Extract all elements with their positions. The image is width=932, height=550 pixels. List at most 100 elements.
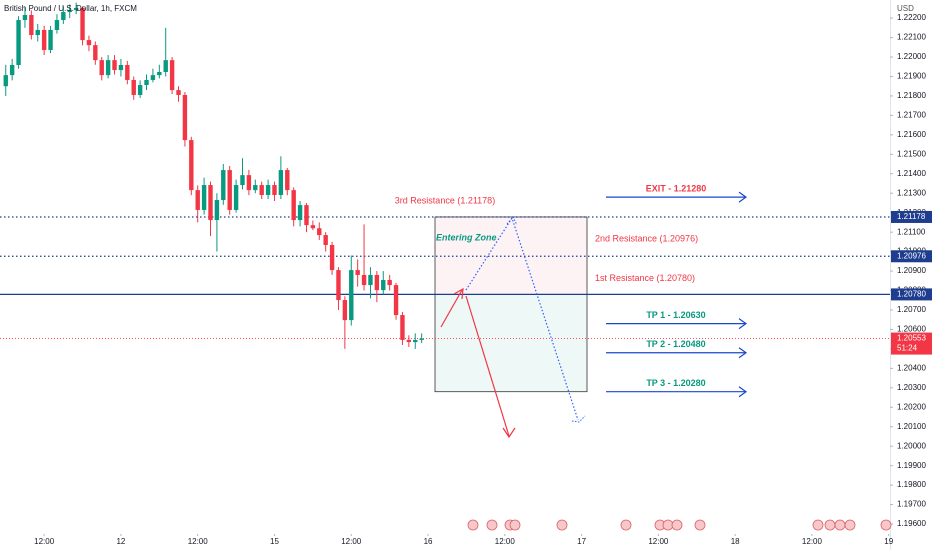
candle-body	[393, 285, 399, 316]
candle-body	[406, 339, 412, 343]
candle-body	[361, 274, 367, 286]
candle-body	[304, 205, 309, 226]
projection-arrow-head	[502, 427, 516, 439]
candle-body	[208, 185, 213, 221]
target-arrow-head	[738, 347, 748, 359]
projection-arrow	[440, 289, 463, 328]
candle-body	[41, 29, 47, 51]
candle-body	[400, 315, 405, 340]
candle-body	[349, 270, 354, 321]
candle-body	[29, 14, 34, 36]
candle-body	[227, 170, 232, 210]
candle-body	[259, 185, 264, 195]
candle-body	[67, 10, 72, 13]
candle-body	[176, 90, 181, 95]
level-price-box	[891, 288, 932, 301]
candle-body	[214, 200, 220, 221]
x-tick-label: 12:00	[648, 537, 669, 546]
projection-path-head	[571, 415, 586, 423]
target-arrow-head	[738, 318, 748, 330]
candle-body	[317, 228, 322, 236]
candle-body	[22, 14, 28, 21]
candle-body	[310, 225, 316, 229]
event-icon	[834, 519, 846, 531]
candle-body	[368, 274, 373, 286]
x-tick-label: 15	[270, 537, 279, 546]
candle-body	[16, 20, 21, 65]
y-tick-label: 1.20100	[897, 422, 926, 431]
y-tick-label: 1.22200	[897, 13, 926, 22]
event-icon	[880, 519, 892, 531]
candle-body	[131, 79, 136, 95]
candle-body	[265, 185, 271, 195]
candle-body	[221, 170, 226, 201]
candle-body	[125, 64, 130, 80]
y-tick-label: 1.21100	[897, 227, 926, 236]
y-tick-label: 1.20000	[897, 441, 926, 450]
candle-body	[182, 94, 188, 141]
event-icon	[509, 519, 521, 531]
x-tick-label: 12:00	[341, 537, 362, 546]
y-tick-label: 1.19900	[897, 461, 926, 470]
x-tick-label: 12:00	[188, 537, 209, 546]
target-label: EXIT - 1.21280	[646, 183, 707, 193]
y-tick-label: 1.20200	[897, 402, 926, 411]
event-icon	[662, 519, 674, 531]
candle-body	[93, 45, 98, 61]
projection-arrow	[465, 295, 510, 437]
candle-body	[285, 170, 290, 191]
candle-body	[323, 235, 328, 245]
event-icon	[671, 519, 683, 531]
zone-label: Entering Zone	[436, 232, 497, 242]
y-tick-label: 1.19700	[897, 500, 926, 509]
candle-body	[86, 40, 92, 46]
x-tick-label: 18	[731, 537, 740, 546]
target-label: TP 3 - 1.20280	[646, 378, 705, 388]
candle-body	[246, 175, 252, 191]
candle-body	[35, 29, 40, 36]
target-label: TP 1 - 1.20630	[646, 310, 705, 320]
level-price-label: 1.20780	[897, 290, 926, 299]
y-tick-label: 1.21800	[897, 91, 926, 100]
candle-body	[144, 79, 149, 86]
event-icon	[844, 519, 856, 531]
x-tick-label: 12:00	[802, 537, 823, 546]
countdown-label: 51:24	[897, 344, 918, 353]
resistance-label: 1st Resistance (1.20780)	[595, 273, 695, 283]
candle-body	[137, 85, 143, 95]
y-tick-label: 1.21600	[897, 130, 926, 139]
candle-body	[419, 338, 424, 340]
candle-body	[189, 140, 194, 191]
y-tick-label: 1.20700	[897, 305, 926, 314]
event-icon	[556, 519, 568, 531]
projection-path-head	[506, 216, 518, 226]
projection-path	[465, 216, 579, 421]
candle-body	[118, 64, 124, 71]
candle-body	[291, 190, 296, 221]
level-price-label: 1.21178	[897, 212, 926, 221]
target-label: TP 2 - 1.20480	[646, 339, 705, 349]
candle-body	[61, 12, 66, 21]
candle-body	[150, 75, 156, 80]
candle-body	[233, 185, 239, 210]
candle-body	[73, 7, 79, 11]
projection-arrow-head	[453, 287, 464, 300]
y-tick-label: 1.20900	[897, 266, 926, 275]
y-tick-label: 1.20300	[897, 383, 926, 392]
event-icon	[467, 519, 479, 531]
candle-body	[355, 270, 360, 275]
event-icon	[694, 519, 706, 531]
candle-body	[157, 71, 162, 76]
candle-body	[9, 64, 15, 76]
y-tick-label: 1.19800	[897, 480, 926, 489]
candle-body	[336, 270, 341, 301]
y-tick-label: 1.19600	[897, 519, 926, 528]
y-tick-label: 1.21500	[897, 149, 926, 158]
candle-body	[387, 280, 392, 286]
candle-body	[169, 60, 175, 91]
target-arrow-head	[738, 191, 748, 203]
candle-body	[297, 205, 303, 221]
level-price-label: 1.20976	[897, 251, 926, 260]
candle-body	[413, 339, 418, 343]
